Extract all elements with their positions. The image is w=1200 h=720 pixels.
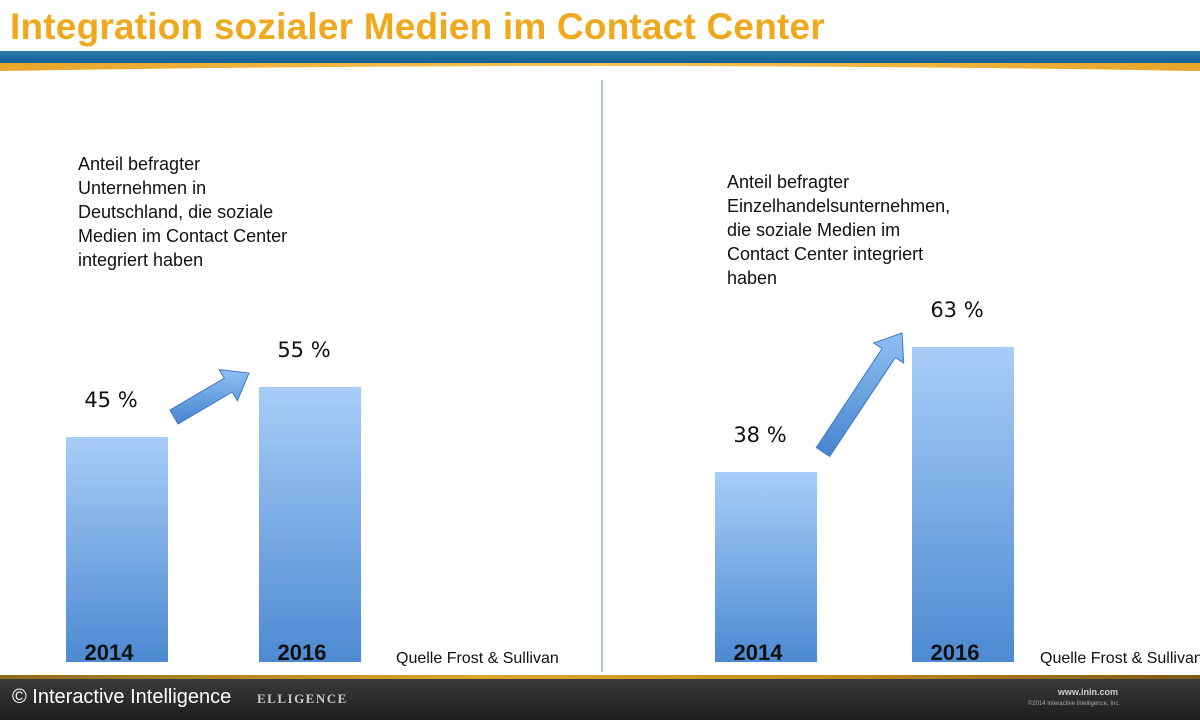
right-desc-line: Anteil befragter xyxy=(727,172,850,192)
bar-2016 xyxy=(259,387,361,662)
right-panel-description: Anteil befragter Einzelhandelsunternehme… xyxy=(727,170,950,290)
right-desc-line: haben xyxy=(727,268,778,288)
bar-2016 xyxy=(912,347,1014,662)
left-desc-line: Medien im Contact Center xyxy=(78,226,288,246)
value-label: 55 % xyxy=(277,338,330,362)
category-label: 2016 xyxy=(931,640,980,665)
right-desc-line: Einzelhandelsunternehmen, xyxy=(727,196,951,216)
value-label: 63 % xyxy=(930,298,983,322)
footer-bar: ELLIGENCE © Interactive Intelligence www… xyxy=(0,675,1200,720)
footer-gold-line xyxy=(0,675,1200,679)
value-label: 38 % xyxy=(733,423,786,447)
left-desc-line: Unternehmen in xyxy=(78,178,207,198)
category-label: 2016 xyxy=(278,640,327,665)
value-label: 45 % xyxy=(84,388,137,412)
bar-2014 xyxy=(715,472,817,662)
left-desc-line: Anteil befragter xyxy=(78,154,201,174)
right-desc-line: Contact Center integriert xyxy=(727,244,924,264)
header-band-gold xyxy=(0,63,1200,71)
right-desc-line: die soziale Medien im xyxy=(727,220,901,240)
left-panel-description: Anteil befragter Unternehmen in Deutschl… xyxy=(78,152,287,272)
category-label: 2014 xyxy=(734,640,784,665)
category-label: 2014 xyxy=(85,640,135,665)
left-desc-line: Deutschland, die soziale xyxy=(78,202,274,222)
footer-url: www.inin.com xyxy=(1057,687,1118,697)
source-left: Quelle Frost & Sullivan xyxy=(396,650,559,667)
source-right: Quelle Frost & Sullivan xyxy=(1040,650,1200,667)
header-band-blue xyxy=(0,51,1200,63)
trend-arrow-icon xyxy=(169,368,250,425)
footer-legal: ©2014 Interactive Intelligence, Inc. xyxy=(1027,701,1120,707)
panel-divider xyxy=(601,80,603,672)
left-desc-line: integriert haben xyxy=(78,250,204,270)
bar-2014 xyxy=(66,437,168,662)
trend-arrow-icon xyxy=(815,332,905,458)
company-logo-wordmark: ELLIGENCE xyxy=(257,691,348,706)
slide-title: Integration sozialer Medien im Contact C… xyxy=(10,6,825,47)
copyright-text: © Interactive Intelligence xyxy=(12,686,232,708)
